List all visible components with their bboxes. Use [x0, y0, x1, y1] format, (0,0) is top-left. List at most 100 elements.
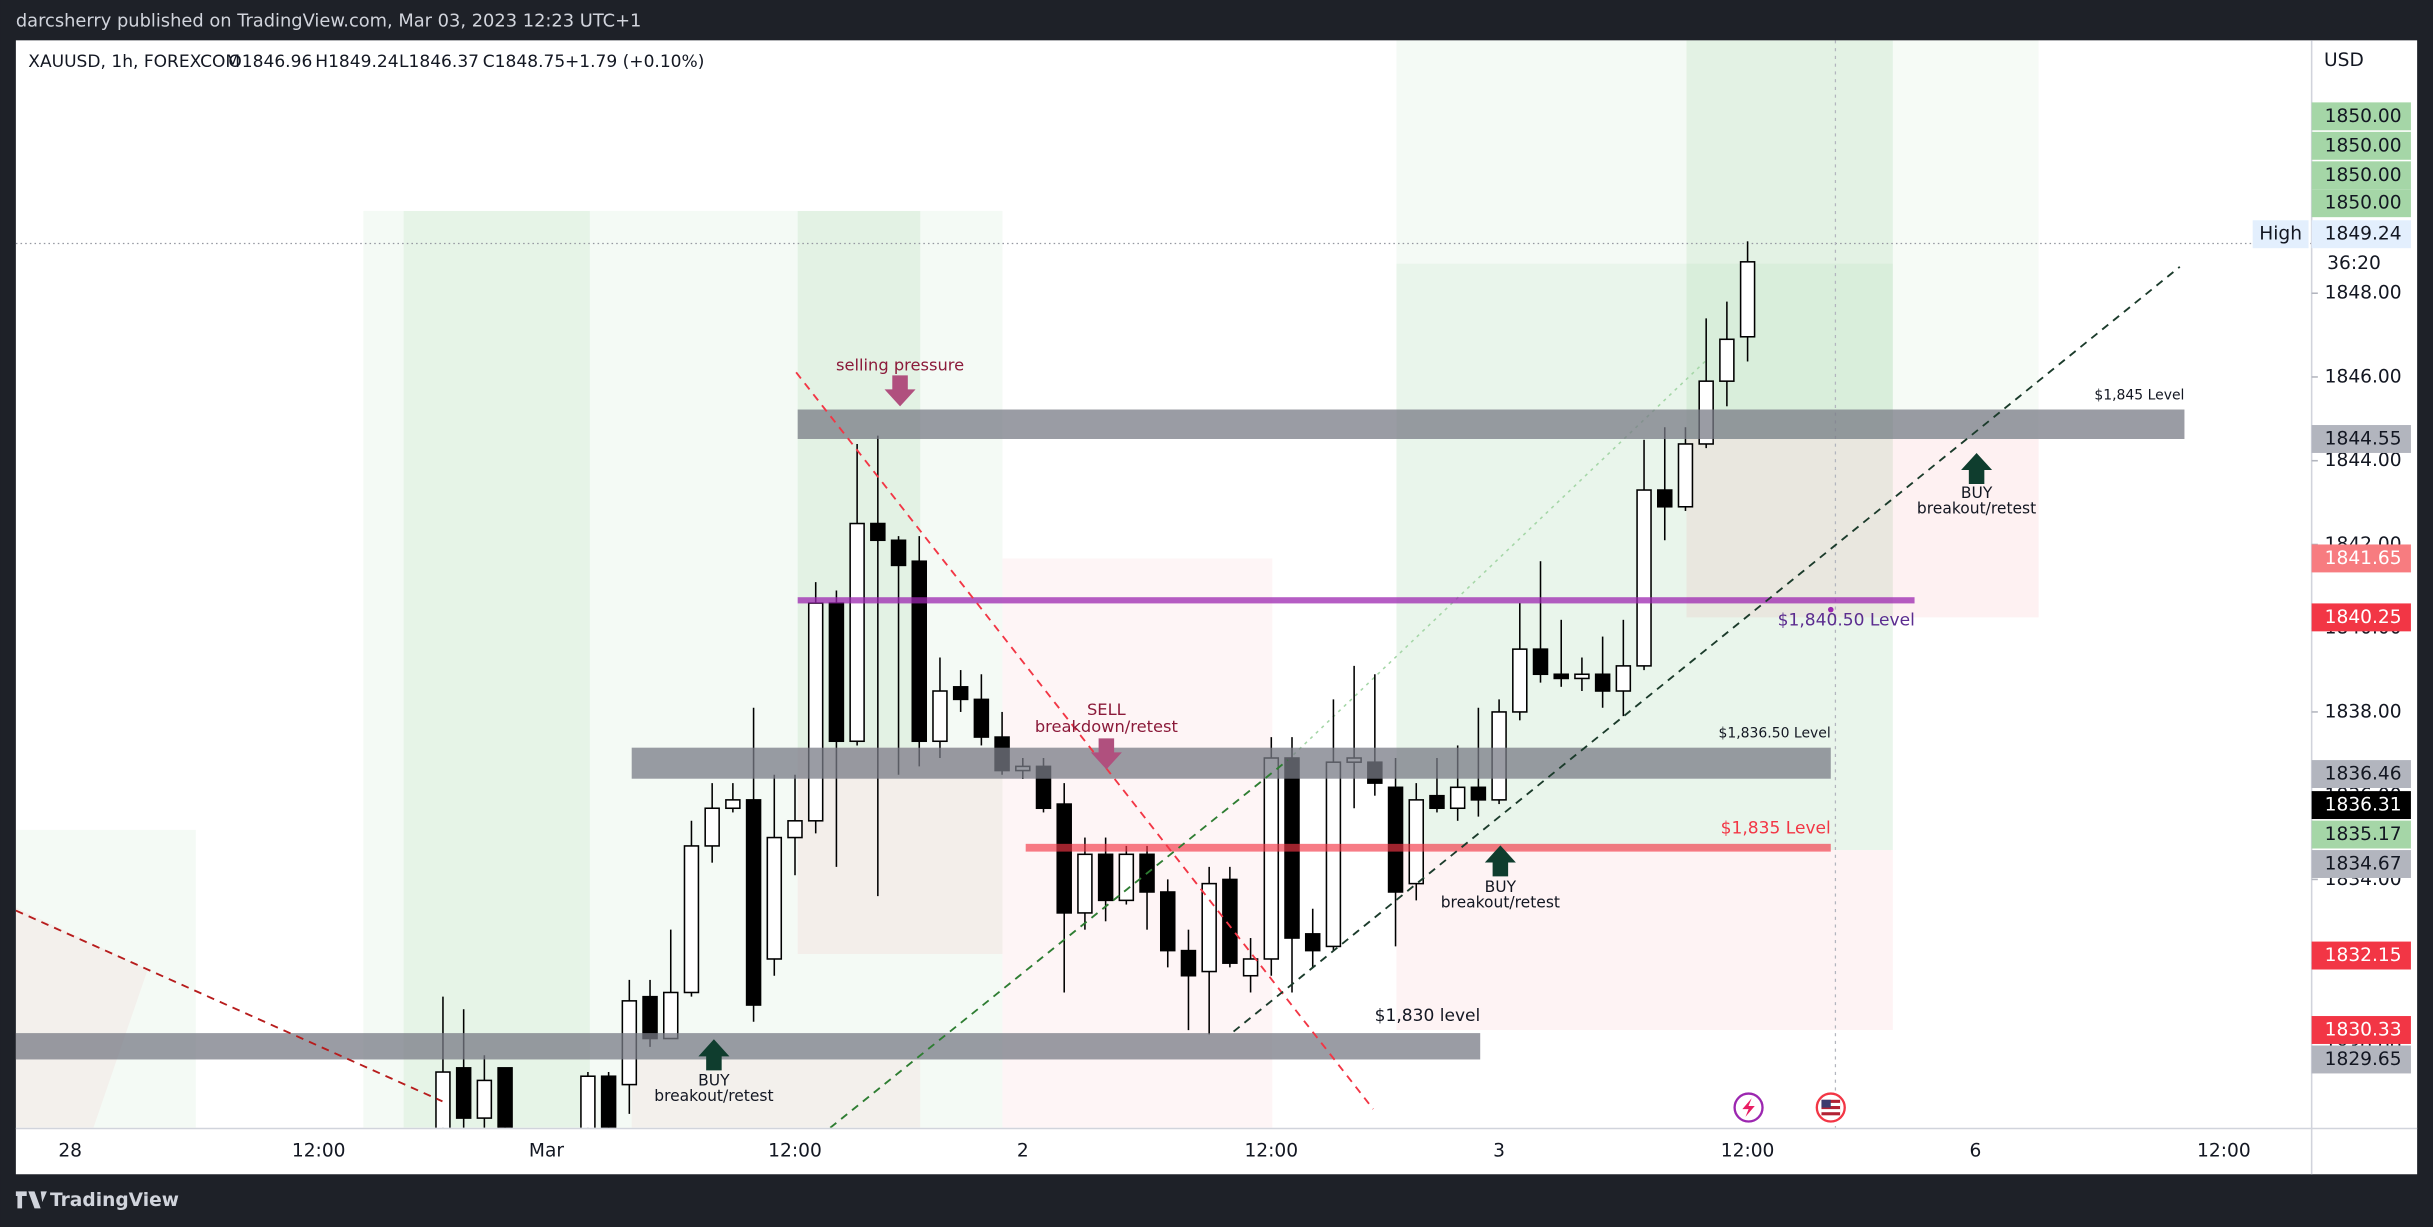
candle-body — [1470, 786, 1487, 801]
legend-close: C1848.75 — [483, 52, 565, 72]
price-label-box — [2311, 102, 2411, 131]
y-tick-label: 1838.00 — [2325, 701, 2402, 722]
long-zone — [15, 829, 196, 1128]
x-tick-label: 12:00 — [292, 1140, 346, 1161]
candle-body — [787, 820, 803, 839]
candle-body — [1553, 673, 1569, 680]
price-label-box — [2311, 1045, 2411, 1074]
trend-line — [829, 759, 1289, 1128]
price-label: 1836.31 — [2325, 795, 2402, 816]
candle-body — [849, 522, 865, 743]
candle-body — [932, 690, 948, 743]
x-tick-label: 12:00 — [1244, 1140, 1298, 1161]
sell-arrow — [1090, 738, 1122, 770]
price-label: 1850.00 — [2325, 106, 2402, 127]
price-label-box — [2311, 850, 2411, 878]
candle-body — [1408, 799, 1425, 885]
price-label: 1841.65 — [2325, 548, 2402, 569]
candle-body — [1325, 761, 1342, 948]
price-label: 1850.00 — [2325, 165, 2402, 186]
level-line — [1025, 843, 1831, 852]
candle-body — [1429, 794, 1445, 810]
short-zone — [1002, 558, 1273, 1128]
trend-line — [1232, 266, 2181, 1033]
annotation: breakout/retest — [1917, 499, 2036, 517]
level-zone — [797, 409, 2185, 439]
candle-body — [1242, 958, 1259, 977]
event-icon — [1742, 1098, 1755, 1117]
price-label-box — [2311, 544, 2411, 573]
axis-title: USD — [2324, 50, 2364, 71]
candle-body — [952, 686, 969, 701]
annotation: selling pressure — [836, 356, 964, 375]
candle-body — [1077, 853, 1093, 914]
candle-body — [1449, 786, 1466, 810]
level-line — [797, 597, 1915, 604]
legend-low: L1846.37 — [399, 52, 479, 72]
zones — [15, 40, 2312, 1128]
candle-body — [890, 539, 907, 567]
publisher: darcsherry published on TradingView.com,… — [16, 11, 642, 32]
chart-area — [15, 40, 2418, 1175]
countdown: 36:20 — [2327, 253, 2381, 274]
price-label: 1850.00 — [2325, 135, 2402, 156]
price-label: 1844.55 — [2325, 428, 2402, 449]
level-label: $1,836.50 Level — [1718, 726, 1830, 742]
candle-body — [642, 995, 658, 1040]
candle-body — [911, 560, 928, 743]
annotation: breakdown/retest — [1035, 717, 1178, 736]
price-label-box — [2311, 189, 2411, 218]
long-zone — [1892, 40, 2039, 439]
candle-body — [497, 1067, 513, 1128]
candle-body — [828, 602, 845, 743]
level-label: $1,835 Level — [1721, 818, 1831, 838]
candle-body — [1180, 949, 1197, 977]
candle-body — [476, 1079, 493, 1119]
price-label-box — [2311, 161, 2411, 190]
legend-high: H1849.24 — [315, 52, 398, 72]
footer-brand: TradingView — [50, 1190, 179, 1211]
candle-body — [725, 799, 741, 810]
price-label-box — [2311, 131, 2411, 160]
candle-body — [1118, 853, 1135, 902]
price-label-box — [2311, 791, 2411, 820]
level-zone — [631, 747, 1831, 779]
price-label: 1834.67 — [2325, 854, 2402, 875]
candles — [435, 241, 1756, 1128]
price-label-box — [2311, 603, 2411, 632]
x-tick-label: 28 — [58, 1140, 82, 1161]
annotation: breakout/retest — [654, 1087, 773, 1105]
price-label: 1830.33 — [2325, 1019, 2402, 1040]
candle-body — [1677, 443, 1694, 508]
candle-body — [455, 1067, 472, 1119]
x-tick-label: Mar — [529, 1140, 564, 1161]
x-axis: 28 12:00 Mar 12:00 2 12:00 3 12:00 6 12:00 — [58, 1140, 2250, 1161]
candle-body — [1056, 803, 1072, 914]
candle-body — [1222, 878, 1238, 964]
legend-open: O1846.96 — [228, 52, 312, 72]
short-zone — [797, 747, 1003, 954]
candle-body — [1387, 786, 1404, 893]
plot: selling pressure SELL breakdown/retest B… — [15, 40, 2312, 1128]
level-label: $1,840.50 Level — [1778, 610, 1915, 630]
price-label: 1835.17 — [2325, 824, 2402, 845]
annotation: breakout/retest — [1441, 893, 1560, 911]
level-zone — [15, 1033, 1481, 1060]
legend-symbol: XAUUSD, 1h, FOREXCOM — [28, 52, 240, 72]
x-tick-label: 2 — [1017, 1140, 1029, 1161]
candle-body — [807, 602, 824, 822]
candle-body — [704, 807, 720, 847]
candle-body — [1739, 261, 1756, 338]
candle-body — [1304, 933, 1321, 952]
event-icon — [1821, 1099, 1831, 1108]
short-zone — [1396, 850, 1893, 1030]
x-tick-label: 12:00 — [1721, 1140, 1775, 1161]
candle-body — [1532, 648, 1549, 676]
annotation: BUY — [698, 1072, 730, 1090]
y-tick-label: 1846.00 — [2325, 366, 2402, 387]
x-tick-label: 12:00 — [2197, 1140, 2251, 1161]
candle-body — [973, 698, 990, 738]
candle-body — [435, 1071, 451, 1128]
candle-body — [662, 991, 679, 1040]
price-label: 1836.46 — [2325, 764, 2402, 785]
